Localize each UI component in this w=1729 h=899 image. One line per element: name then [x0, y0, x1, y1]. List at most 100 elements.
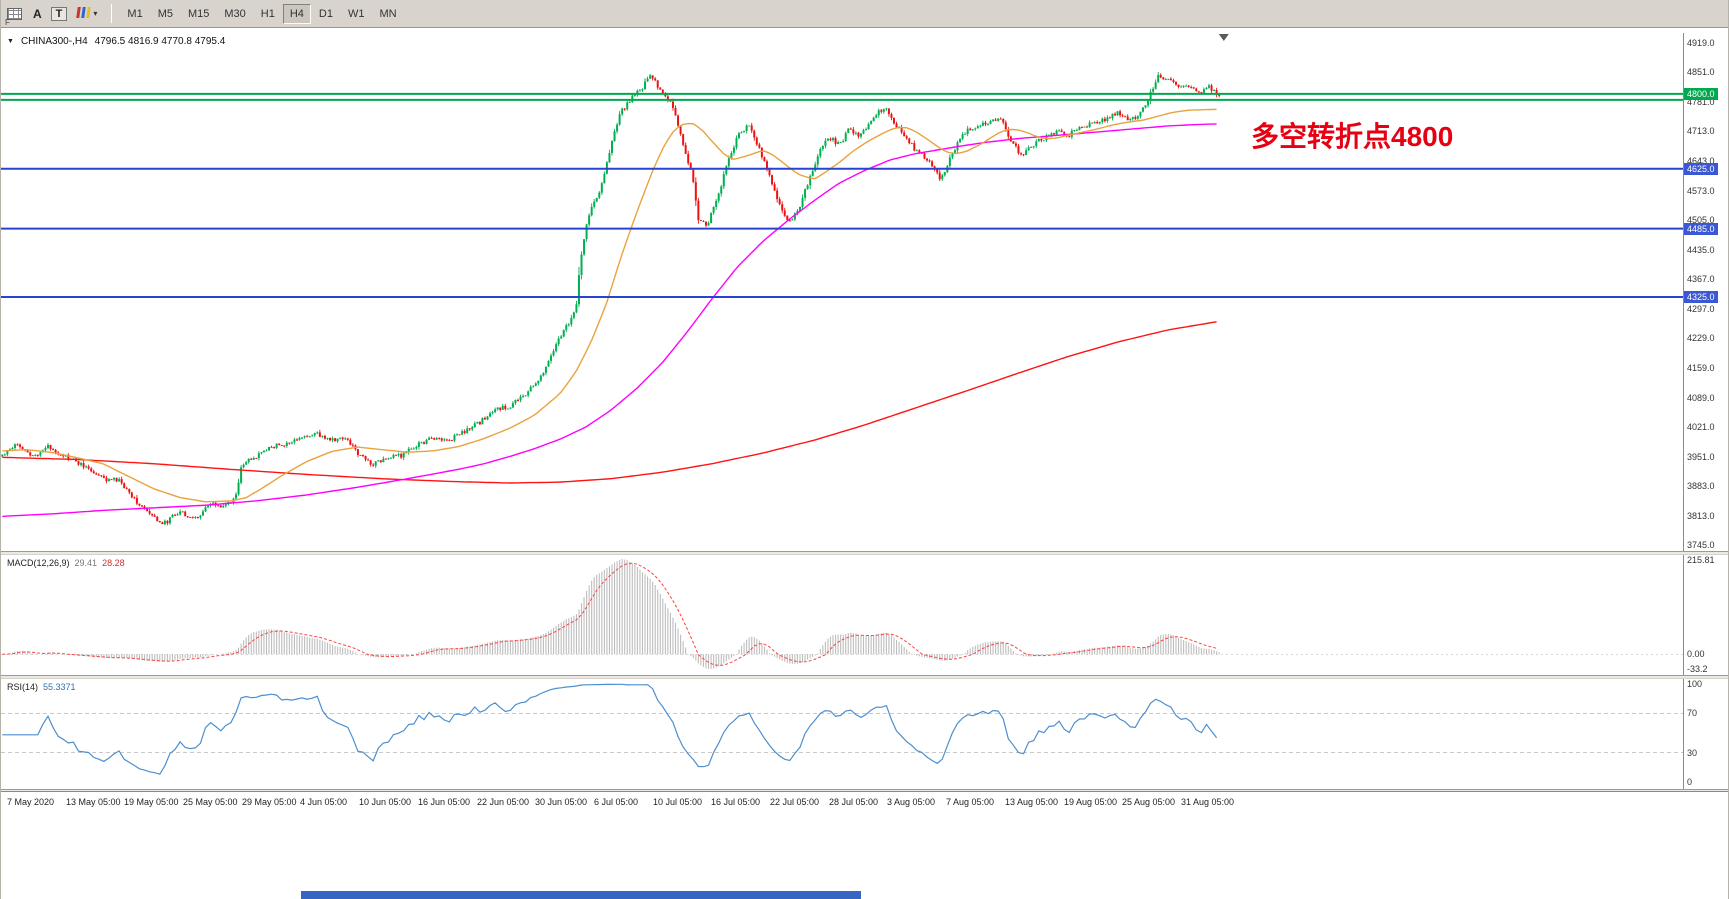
- chart-window: ▼ CHINA300-,H4 4796.5 4816.9 4770.8 4795…: [1, 28, 1728, 899]
- macd-main-value: 29.41: [74, 558, 98, 568]
- ma-fast-line: [2, 108, 1217, 503]
- time-axis-label: 13 Aug 05:00: [1005, 797, 1059, 807]
- indicator-axis-label: 70: [1687, 708, 1698, 718]
- macd-label: MACD(12,26,9) 29.41 28.28: [7, 558, 125, 568]
- tf-button-mn[interactable]: MN: [379, 7, 397, 20]
- indicator-axis-label: 0: [1687, 777, 1693, 787]
- time-axis-label: 31 Aug 05:00: [1181, 797, 1235, 807]
- time-axis-label: 7 May 2020: [7, 797, 55, 807]
- indicator-axis-label: 0.00: [1687, 649, 1705, 659]
- tf-button-w1[interactable]: W1: [347, 7, 365, 20]
- rsi-panel[interactable]: RSI(14) 55.3371 100 70 30 0: [1, 679, 1728, 789]
- tf-button-m1[interactable]: M1: [127, 7, 143, 20]
- timeframe-buttons: M1 M5 M15 M30 H1 H4 D1 W1 MN: [120, 3, 403, 24]
- time-axis-label: 22 Jun 05:00: [477, 797, 530, 807]
- time-axis-label: 13 May 05:00: [66, 797, 121, 807]
- time-axis-label: 6 Jul 05:00: [594, 797, 639, 807]
- price-axis-label: 4159.0: [1687, 363, 1715, 373]
- price-axis-label: 4021.0: [1687, 422, 1715, 432]
- price-axis-label: 4297.0: [1687, 304, 1715, 314]
- indicator-axis-label: 215.81: [1687, 555, 1715, 565]
- indicator-axis-label: 100: [1687, 679, 1703, 689]
- chart-shift-marker[interactable]: [1218, 34, 1229, 41]
- symbol-timeframe-label: CHINA300-,H4: [20, 36, 88, 47]
- time-axis-label: 29 May 05:00: [242, 797, 297, 807]
- price-axis-label: 4505.0: [1687, 215, 1715, 225]
- price-axis-label: 4229.0: [1687, 333, 1715, 343]
- macd-histogram: [6, 559, 1220, 669]
- chart-marker-icon: ▼: [7, 38, 14, 45]
- macd-canvas: [1, 559, 1683, 669]
- price-axis-label: 4089.0: [1687, 393, 1715, 403]
- price-axis-label: 4851.0: [1687, 67, 1715, 77]
- time-axis-label: 10 Jul 05:00: [653, 797, 703, 807]
- rsi-line: [2, 683, 1218, 775]
- tf-button-m30[interactable]: M30: [224, 7, 246, 20]
- ohlc-values: 4796.5 4816.9 4770.8 4795.4: [94, 36, 226, 47]
- time-axis-label: 19 May 05:00: [124, 797, 179, 807]
- text-tool-button[interactable]: T: [50, 6, 68, 21]
- price-axis-label: 3813.0: [1687, 511, 1715, 521]
- macd-signal-value: 28.28: [102, 558, 125, 568]
- rsi-canvas: [1, 683, 1683, 775]
- price-axis-label: 4573.0: [1687, 186, 1715, 196]
- rsi-axis: 100 70 30 0: [1683, 679, 1728, 789]
- chevron-down-icon: ▾: [93, 9, 98, 18]
- candles-layer: [1, 72, 1221, 526]
- time-axis-label: 28 Jul 05:00: [829, 797, 879, 807]
- price-axis-label: 4713.0: [1687, 126, 1715, 136]
- main-chart-canvas[interactable]: [1, 33, 1683, 551]
- price-axis-label: 3883.0: [1687, 481, 1715, 491]
- tf-button-h4[interactable]: H4: [282, 3, 311, 24]
- toolbar: F A T ▾ M1 M5 M15 M30 H1 H4 D1 W1 MN: [1, 0, 1728, 28]
- main-chart-panel[interactable]: ▼ CHINA300-,H4 4796.5 4816.9 4770.8 4795…: [1, 33, 1728, 551]
- panel-splitter[interactable]: [1, 675, 1728, 679]
- tf-button-h1[interactable]: H1: [260, 7, 275, 20]
- rsi-value: 55.3371: [43, 682, 76, 692]
- macd-name: MACD(12,26,9): [7, 558, 70, 568]
- time-axis-label: 25 Aug 05:00: [1122, 797, 1176, 807]
- arrow-tool-button[interactable]: A: [33, 6, 42, 21]
- time-axis-label: 16 Jun 05:00: [418, 797, 471, 807]
- grid-icon[interactable]: [7, 7, 22, 20]
- tf-button-m15[interactable]: M15: [187, 7, 210, 20]
- palette-icon: [76, 6, 92, 21]
- price-axis-label: 4435.0: [1687, 245, 1715, 255]
- ma-mid-line: [2, 123, 1217, 518]
- price-axis-label: 4643.0: [1687, 156, 1715, 166]
- price-axis-label: 4919.0: [1687, 38, 1715, 48]
- price-axis-label: 4781.0: [1687, 97, 1715, 107]
- macd-axis: 215.81 0.00 -33.2: [1683, 555, 1728, 675]
- price-axis-label: 3745.0: [1687, 540, 1715, 550]
- time-axis-label: 16 Jul 05:00: [711, 797, 761, 807]
- price-line-label: 4800.0: [1684, 88, 1718, 100]
- time-axis: 7 May 2020 13 May 05:00 19 May 05:00 25 May…: [1, 791, 1728, 813]
- macd-panel[interactable]: MACD(12,26,9) 29.41 28.28 215.81 0.00 -33.…: [1, 555, 1728, 675]
- rsi-label: RSI(14) 55.3371: [7, 682, 76, 692]
- time-axis-label: 3 Aug 05:00: [887, 797, 936, 807]
- chart-title: ▼ CHINA300-,H4 4796.5 4816.9 4770.8 4795…: [7, 36, 225, 47]
- bottom-blue-strip: [301, 891, 861, 899]
- rsi-name: RSI(14): [7, 682, 39, 692]
- panel-splitter[interactable]: [1, 551, 1728, 555]
- price-axis-label: 3951.0: [1687, 452, 1715, 462]
- time-axis-label: 25 May 05:00: [183, 797, 238, 807]
- price-axis-label: 4367.0: [1687, 274, 1715, 284]
- macd-signal-line: [2, 562, 1217, 667]
- price-annotation: 多空转折点4800: [1251, 121, 1454, 152]
- toolbar-separator: [111, 4, 113, 23]
- ma-slow-line: [2, 321, 1217, 484]
- tf-button-m5[interactable]: M5: [157, 7, 173, 20]
- toolbar-f-label: F: [5, 18, 10, 27]
- time-axis-label: 7 Aug 05:00: [946, 797, 995, 807]
- time-axis-label: 19 Aug 05:00: [1064, 797, 1118, 807]
- time-axis-label: 22 Jul 05:00: [770, 797, 820, 807]
- price-line-label: 4485.0: [1684, 223, 1718, 235]
- time-axis-label: 30 Jun 05:00: [535, 797, 588, 807]
- price-line-label: 4325.0: [1684, 291, 1718, 303]
- time-axis-label: 4 Jun 05:00: [300, 797, 348, 807]
- tf-button-d1[interactable]: D1: [318, 7, 333, 20]
- colors-dropdown-button[interactable]: ▾: [70, 4, 103, 24]
- indicator-axis-label: -33.2: [1687, 664, 1708, 674]
